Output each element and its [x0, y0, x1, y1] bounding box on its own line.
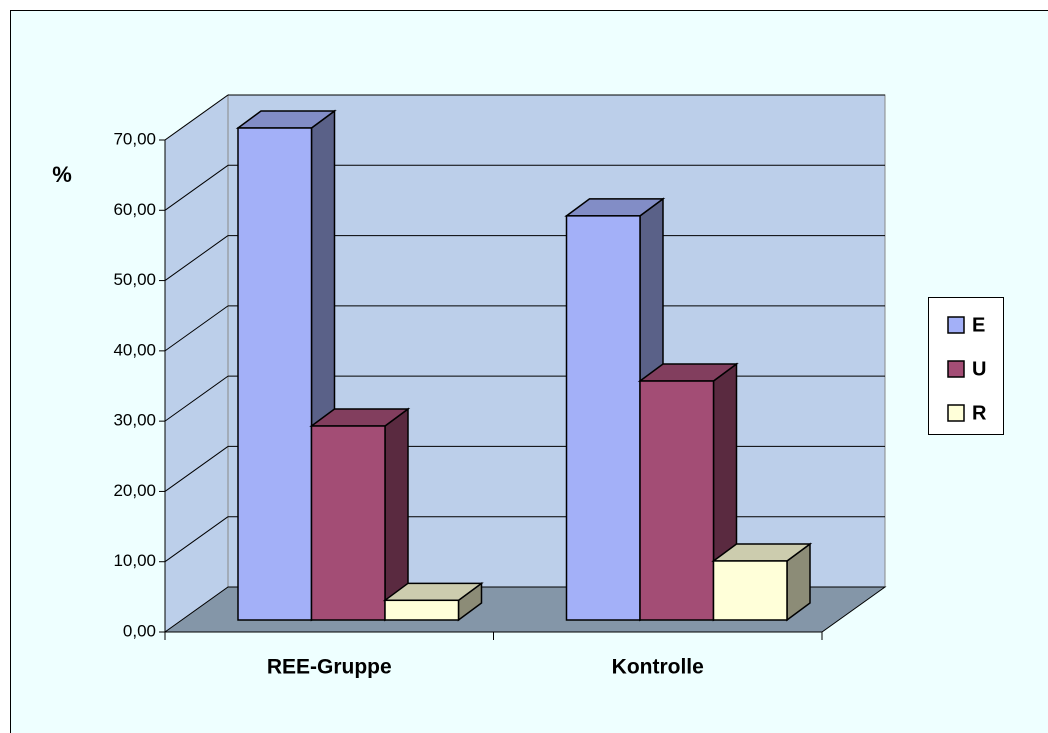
legend-swatch [947, 316, 965, 334]
x-tick-label: Kontrolle [612, 656, 704, 679]
y-tick-label: 30,00 [113, 411, 156, 430]
y-tick-label: 20,00 [113, 481, 156, 500]
y-axis-label: % [52, 162, 72, 187]
bar-front [310, 425, 386, 621]
bar [382, 581, 484, 622]
bar [711, 542, 813, 622]
bar-front [384, 599, 460, 621]
bar-front [712, 560, 788, 621]
legend-label: R [972, 402, 987, 424]
grid-line-side [164, 375, 229, 422]
legend-label: E [972, 314, 985, 336]
y-tick-label: 50,00 [113, 270, 156, 289]
grid-line-side [164, 164, 229, 211]
grid-line-side [164, 516, 229, 563]
y-tick-label: 60,00 [113, 200, 156, 219]
grid-line-side [164, 305, 229, 352]
x-tick-label: REE-Gruppe [267, 656, 392, 679]
bar-front [639, 380, 715, 621]
y-tick-label: 0,00 [123, 621, 156, 640]
legend-label: U [972, 358, 986, 380]
legend [928, 297, 1004, 435]
y-tick-label: 70,00 [113, 129, 156, 148]
bar-front [237, 127, 313, 621]
y-tick-label: 40,00 [113, 340, 156, 359]
side-wall [164, 94, 229, 633]
grid-line-side [164, 235, 229, 281]
bar-front [565, 215, 641, 621]
legend-swatch [947, 360, 965, 378]
bar [637, 362, 739, 622]
grid-line-side [164, 446, 229, 492]
y-tick-label: 10,00 [113, 551, 156, 570]
grid-line-side [164, 94, 229, 141]
legend-swatch [947, 404, 965, 422]
bar [309, 407, 411, 622]
